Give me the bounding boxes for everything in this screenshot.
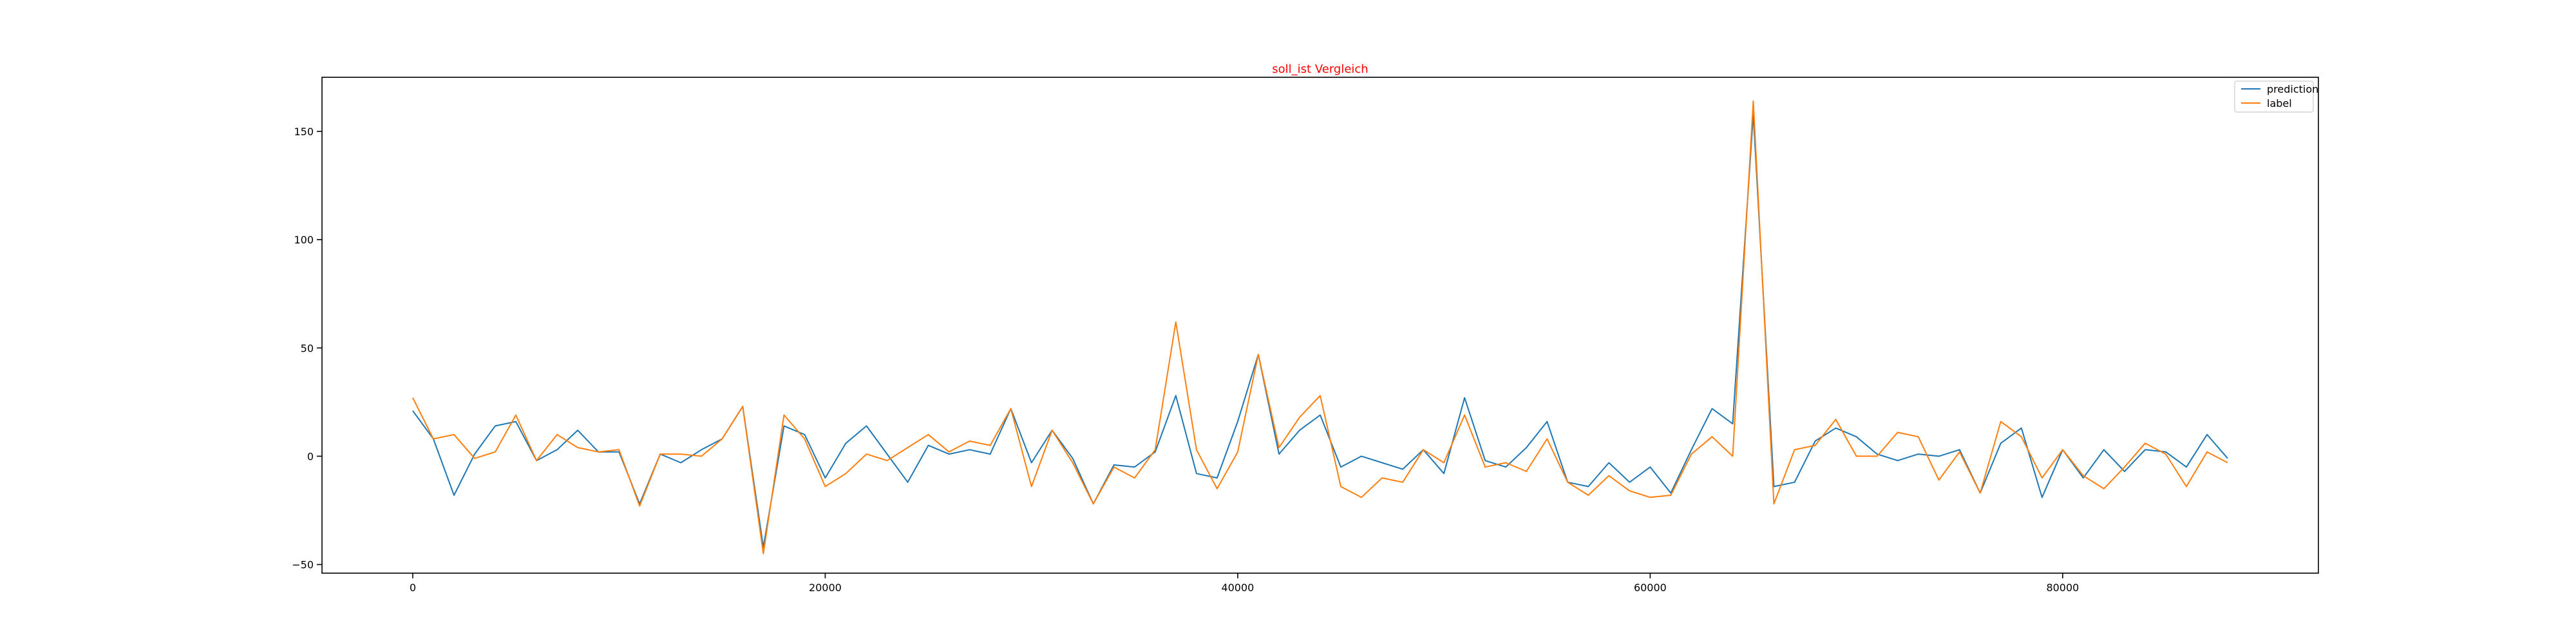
chart-title: soll_ist Vergleich bbox=[1272, 62, 1368, 76]
series-layer bbox=[412, 100, 2228, 554]
y-axis-ticks: −50 0 50 100 150 bbox=[292, 126, 322, 571]
legend: prediction label bbox=[2234, 80, 2318, 113]
y-tick-label: 0 bbox=[307, 450, 314, 462]
x-tick-label: 0 bbox=[410, 582, 416, 594]
series-line-prediction bbox=[412, 113, 2228, 548]
x-tick-label: 60000 bbox=[1634, 582, 1667, 594]
x-tick-label: 20000 bbox=[809, 582, 842, 594]
y-tick-label: 150 bbox=[294, 126, 314, 138]
y-tick-label: −50 bbox=[292, 559, 314, 571]
y-tick-label: 100 bbox=[294, 234, 314, 246]
y-tick-label: 50 bbox=[301, 342, 314, 354]
x-axis-ticks: 0 20000 40000 60000 80000 bbox=[410, 573, 2079, 594]
plot-area bbox=[322, 77, 2318, 573]
legend-label-prediction: prediction bbox=[2267, 83, 2318, 95]
axes-frame bbox=[321, 77, 2319, 574]
series-line-label bbox=[412, 100, 2228, 554]
x-tick-label: 40000 bbox=[1221, 582, 1254, 594]
x-tick-label: 80000 bbox=[2046, 582, 2079, 594]
legend-label-label: label bbox=[2267, 97, 2292, 109]
